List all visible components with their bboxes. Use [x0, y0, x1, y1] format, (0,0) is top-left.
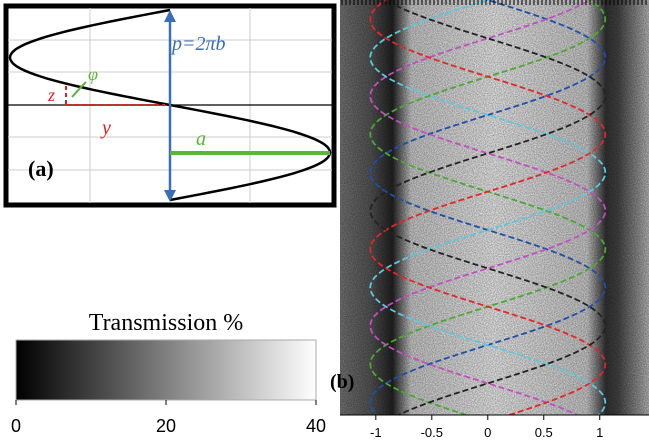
x-tick-label: -1	[370, 425, 382, 440]
helix-trace	[369, 0, 607, 415]
panel-label: (b)	[330, 371, 354, 393]
x-tick-label: 1	[596, 425, 603, 440]
helix-trace	[369, 0, 607, 415]
panel-a: p=2πb φ z y a (a)	[3, 3, 337, 208]
colorbar-tick-label: 0	[11, 416, 21, 436]
helix-trace	[369, 0, 607, 415]
pitch-label: p=2πb	[170, 33, 226, 55]
colorbar-tick-label: 40	[306, 416, 326, 436]
helix-trace	[369, 0, 607, 415]
radius-label: a	[196, 128, 206, 150]
x-tick-label: -0.5	[421, 425, 443, 440]
x-tick-label: 0	[484, 425, 491, 440]
helix-trace	[369, 0, 607, 415]
panel-b	[340, 0, 649, 415]
helix-trace	[369, 0, 607, 415]
colorbar-gradient	[15, 339, 317, 401]
angle-label: φ	[88, 64, 98, 84]
angle-arc	[71, 81, 87, 98]
colorbar: Transmission % 0 20 40	[11, 310, 326, 436]
colorbar-title: Transmission %	[89, 310, 243, 336]
z-label: z	[47, 85, 55, 105]
colorbar-tick-label: 20	[156, 416, 176, 436]
x-tick-label: 0.5	[535, 425, 553, 440]
panel-label: (a)	[28, 156, 54, 181]
y-label: y	[100, 117, 111, 139]
image-noise	[340, 0, 649, 415]
